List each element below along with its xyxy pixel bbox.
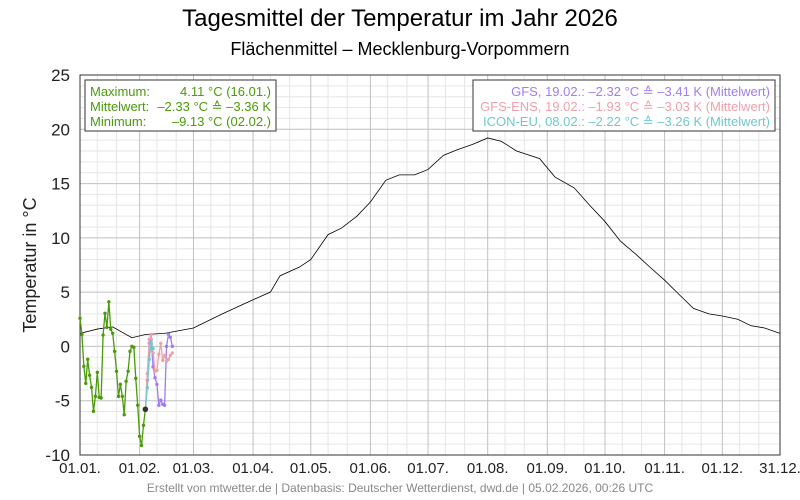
data-point bbox=[112, 349, 117, 354]
stats-label: Minimum: bbox=[90, 114, 146, 129]
data-point bbox=[155, 382, 159, 387]
legend-entry: ICON-EU, 08.02.: –2.22 °C ≙ –3.26 K (Mit… bbox=[483, 114, 770, 129]
data-point bbox=[93, 394, 98, 399]
data-point bbox=[85, 357, 90, 362]
data-point bbox=[139, 443, 144, 448]
x-tick-label: 01.07. bbox=[407, 460, 449, 477]
data-point bbox=[166, 332, 171, 337]
y-tick-label: -5 bbox=[55, 392, 70, 411]
data-point bbox=[159, 341, 163, 345]
y-tick-label: 0 bbox=[61, 337, 70, 356]
data-point bbox=[164, 344, 169, 349]
data-point bbox=[118, 382, 123, 387]
legend-entry: GFS, 19.02.: –2.32 °C ≙ –3.41 K (Mittelw… bbox=[511, 84, 770, 99]
data-point bbox=[99, 396, 103, 400]
data-point bbox=[153, 375, 157, 380]
data-point bbox=[149, 332, 153, 337]
plot-frame bbox=[79, 74, 781, 456]
series-line-gfs-ens bbox=[144, 334, 173, 410]
data-point bbox=[89, 385, 94, 390]
chart-subtitle: Flächenmittel – Mecklenburg-Vorpommern bbox=[230, 39, 570, 59]
data-point bbox=[91, 409, 96, 414]
data-point bbox=[132, 345, 136, 349]
y-axis-label: Temperatur in °C bbox=[20, 197, 40, 332]
legend-box bbox=[472, 79, 776, 132]
y-tick-label: 10 bbox=[51, 229, 70, 248]
data-point bbox=[103, 311, 107, 316]
y-tick-label: 20 bbox=[51, 120, 70, 139]
stats-label: Mittelwert: bbox=[90, 99, 149, 114]
data-point bbox=[124, 379, 128, 383]
series-line-klimamittel bbox=[79, 137, 781, 339]
x-tick-label: 01.02. bbox=[119, 460, 161, 477]
chart-title: Tagesmittel der Temperatur im Jahr 2026 bbox=[182, 5, 618, 32]
data-point bbox=[114, 369, 119, 373]
data-point bbox=[95, 370, 100, 375]
data-point bbox=[147, 357, 151, 362]
x-tick-label: 01.03. bbox=[173, 460, 215, 477]
stats-value: –9.13 °C (02.02.) bbox=[172, 114, 271, 129]
data-point bbox=[159, 398, 163, 402]
data-point bbox=[126, 369, 130, 373]
footer-credits: Erstellt von mtwetter.de | Datenbasis: D… bbox=[146, 481, 654, 495]
data-point bbox=[87, 373, 92, 378]
data-point bbox=[151, 351, 155, 355]
data-point bbox=[80, 332, 84, 337]
data-point bbox=[105, 325, 109, 330]
data-point bbox=[162, 353, 167, 358]
data-point bbox=[166, 357, 171, 362]
legend-entry: GFS-ENS, 19.02.: –1.93 °C ≙ –3.03 K (Mit… bbox=[480, 99, 770, 114]
data-point bbox=[122, 413, 126, 417]
data-point bbox=[128, 349, 132, 354]
data-point bbox=[157, 352, 161, 356]
data-point bbox=[155, 368, 159, 373]
y-tick-label: 15 bbox=[51, 175, 70, 194]
data-point bbox=[157, 403, 161, 407]
x-tick-label: 01.01. bbox=[59, 460, 101, 477]
data-point bbox=[162, 403, 167, 407]
data-point bbox=[78, 316, 82, 321]
data-point bbox=[147, 337, 151, 342]
y-tick-label: 5 bbox=[61, 283, 70, 302]
data-point bbox=[141, 423, 146, 428]
stats-value: –2.33 °C ≙ –3.36 K bbox=[157, 99, 271, 114]
data-point bbox=[120, 394, 125, 399]
data-point bbox=[160, 358, 165, 363]
data-point bbox=[170, 351, 175, 355]
data-point bbox=[149, 341, 153, 345]
x-tick-label: 01.05. bbox=[290, 460, 332, 477]
data-point bbox=[170, 344, 175, 349]
data-point bbox=[107, 300, 111, 304]
data-point bbox=[101, 333, 105, 337]
y-tick-label: -10 bbox=[45, 446, 70, 465]
x-tick-label: 01.12. bbox=[701, 460, 743, 477]
data-point bbox=[137, 434, 142, 439]
data-point bbox=[134, 376, 138, 381]
x-tick-label: 01.11. bbox=[644, 460, 685, 477]
last-observation-point bbox=[142, 406, 149, 413]
data-point bbox=[168, 353, 173, 358]
x-tick-label: 01.09. bbox=[526, 460, 568, 477]
y-tick-label: 25 bbox=[51, 66, 70, 85]
x-tick-label: 01.06. bbox=[350, 460, 392, 477]
x-tick-label: 31.12. bbox=[759, 460, 800, 477]
x-tick-label: 01.04. bbox=[232, 460, 274, 477]
data-point bbox=[151, 346, 155, 351]
stats-box bbox=[84, 79, 277, 132]
data-point bbox=[84, 381, 88, 386]
x-tick-label: 01.08. bbox=[467, 460, 509, 477]
data-point bbox=[110, 331, 115, 335]
data-point bbox=[116, 394, 121, 399]
x-tick-label: 01.10. bbox=[584, 460, 626, 477]
data-point bbox=[135, 403, 140, 407]
data-point bbox=[82, 364, 86, 368]
stats-label: Maximum: bbox=[90, 84, 150, 99]
data-point bbox=[109, 327, 113, 331]
data-point bbox=[168, 335, 173, 340]
stats-value: 4.11 °C (16.01.) bbox=[180, 84, 271, 99]
data-point bbox=[145, 385, 150, 390]
